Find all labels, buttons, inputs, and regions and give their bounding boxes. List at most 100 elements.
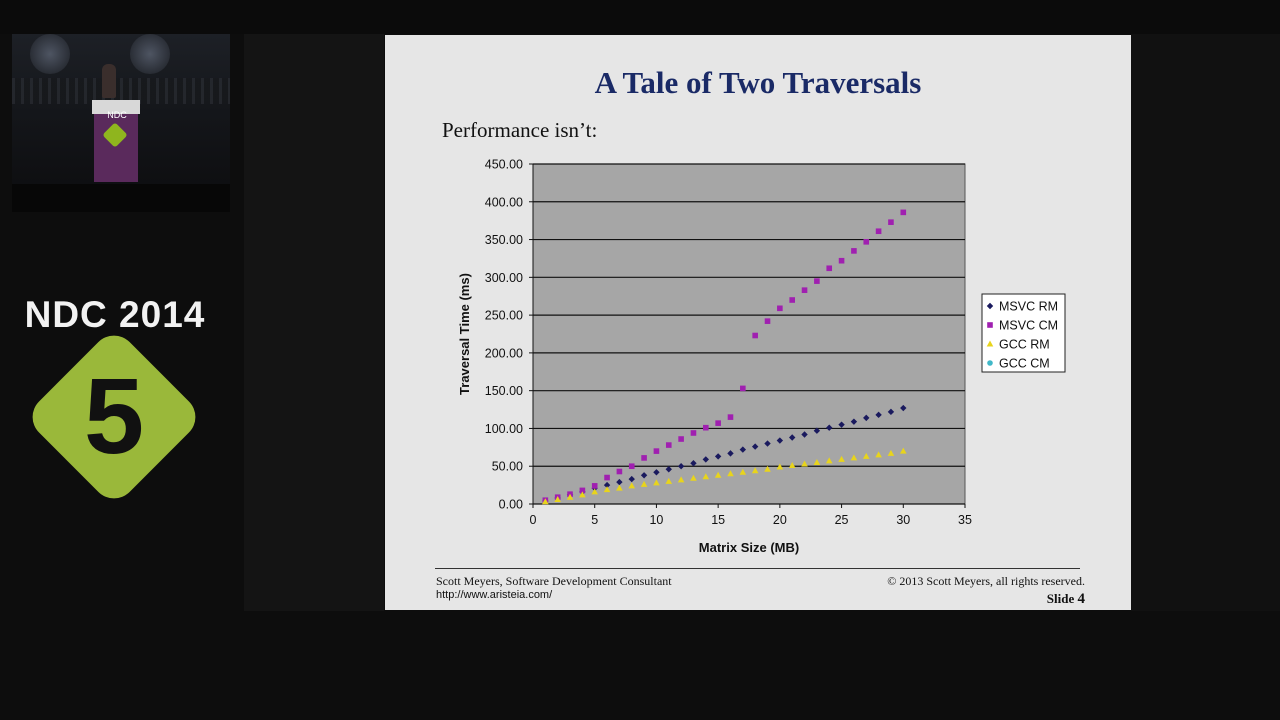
data-point [850, 454, 858, 461]
data-point [777, 305, 783, 312]
data-point [579, 487, 586, 494]
legend-label: GCC CM [999, 357, 1050, 371]
stage-floor [12, 184, 230, 212]
data-point [838, 421, 845, 428]
data-point [653, 448, 660, 454]
data-point [727, 450, 734, 457]
x-tick-label: 5 [591, 513, 598, 527]
event-logo-number: 5 [83, 355, 145, 476]
slide-subtitle: Performance isn’t: [442, 118, 598, 142]
chart-legend [981, 293, 1066, 373]
data-point [653, 479, 660, 486]
data-point [740, 385, 746, 392]
stage-light [30, 34, 70, 74]
speaker-camera-feed: NDC [12, 34, 230, 212]
data-point [814, 278, 820, 284]
footer-author: Scott Meyers, Software Development Consu… [436, 574, 672, 588]
plot-area [532, 163, 966, 505]
data-point [776, 463, 784, 470]
data-point [850, 418, 858, 425]
data-point [604, 474, 610, 481]
data-point [616, 484, 623, 491]
data-point [801, 460, 808, 467]
data-point [727, 470, 734, 477]
x-tick-label: 0 [530, 513, 537, 527]
data-point [899, 447, 907, 454]
data-point [542, 498, 549, 505]
data-point [875, 451, 882, 458]
data-point [616, 468, 623, 475]
y-axis-title: Traversal Time (ms) [457, 273, 472, 395]
data-point [653, 469, 660, 476]
footer-copyright: © 2013 Scott Meyers, all rights reserved… [887, 574, 1085, 588]
scatter-chart: 0.00 50.00 100.00 150.00 200.00 250.00 300.00 3… [457, 158, 1066, 555]
y-tick-label: 0.00 [499, 498, 523, 512]
legend-marker [986, 340, 994, 347]
footer-url-link[interactable]: http://www.aristeia.com/ [436, 589, 553, 601]
data-point [813, 458, 821, 465]
data-point [788, 461, 796, 468]
data-point [825, 457, 833, 464]
footer-divider [435, 568, 1080, 569]
legend-marker [987, 322, 993, 328]
speaker-figure [102, 64, 116, 98]
y-tick-label: 300.00 [485, 271, 523, 285]
data-point [875, 411, 882, 419]
y-tick-label: 400.00 [485, 195, 523, 209]
x-tick-label: 35 [958, 513, 972, 527]
legend-marker [987, 360, 993, 366]
stage-light [130, 34, 170, 74]
data-point [887, 449, 895, 456]
data-point [801, 287, 808, 293]
data-point [665, 477, 673, 484]
legend-marker [986, 302, 994, 310]
data-point [900, 404, 907, 412]
legend-label: MSVC CM [999, 319, 1058, 333]
data-point [887, 408, 895, 416]
podium-label: NDC [107, 110, 127, 120]
left-dark-panel [244, 34, 384, 611]
data-point [628, 482, 636, 489]
slide-title: A Tale of Two Traversals [594, 65, 922, 100]
event-name: NDC 2014 [24, 294, 206, 335]
data-point [641, 455, 647, 461]
data-point [862, 452, 870, 459]
data-point [677, 463, 685, 470]
stage-railing [12, 78, 230, 104]
data-point [640, 472, 648, 479]
data-point [603, 486, 611, 493]
slide-number: Slide 4 [985, 591, 1085, 608]
data-point [863, 239, 870, 245]
data-point [665, 442, 672, 448]
data-point [900, 209, 907, 216]
data-point [727, 414, 734, 420]
data-point [579, 491, 586, 498]
x-tick-label: 15 [711, 513, 725, 527]
legend-label: GCC RM [999, 338, 1050, 352]
y-tick-label: 250.00 [485, 309, 523, 323]
data-point [851, 248, 857, 254]
y-tick-label: 150.00 [485, 384, 523, 398]
data-point [875, 228, 882, 235]
data-point [690, 474, 697, 481]
data-point [702, 473, 710, 480]
x-tick-label: 20 [773, 513, 787, 527]
y-tick-label: 200.00 [485, 346, 523, 360]
data-point [838, 455, 845, 462]
data-point [751, 467, 759, 474]
data-point [591, 488, 599, 495]
data-point [764, 440, 771, 447]
data-point [678, 436, 684, 442]
data-point [703, 424, 709, 431]
x-axis-title: Matrix Size (MB) [699, 540, 799, 555]
data-point [752, 332, 758, 339]
y-tick-label: 100.00 [485, 422, 523, 436]
data-point [677, 476, 685, 483]
data-point [826, 265, 833, 272]
right-dark-panel [1131, 34, 1280, 611]
x-tick-label: 25 [835, 513, 849, 527]
top-black-bar [0, 0, 1280, 34]
data-point [764, 465, 771, 472]
data-point [801, 431, 808, 438]
x-tick-label: 10 [649, 513, 663, 527]
